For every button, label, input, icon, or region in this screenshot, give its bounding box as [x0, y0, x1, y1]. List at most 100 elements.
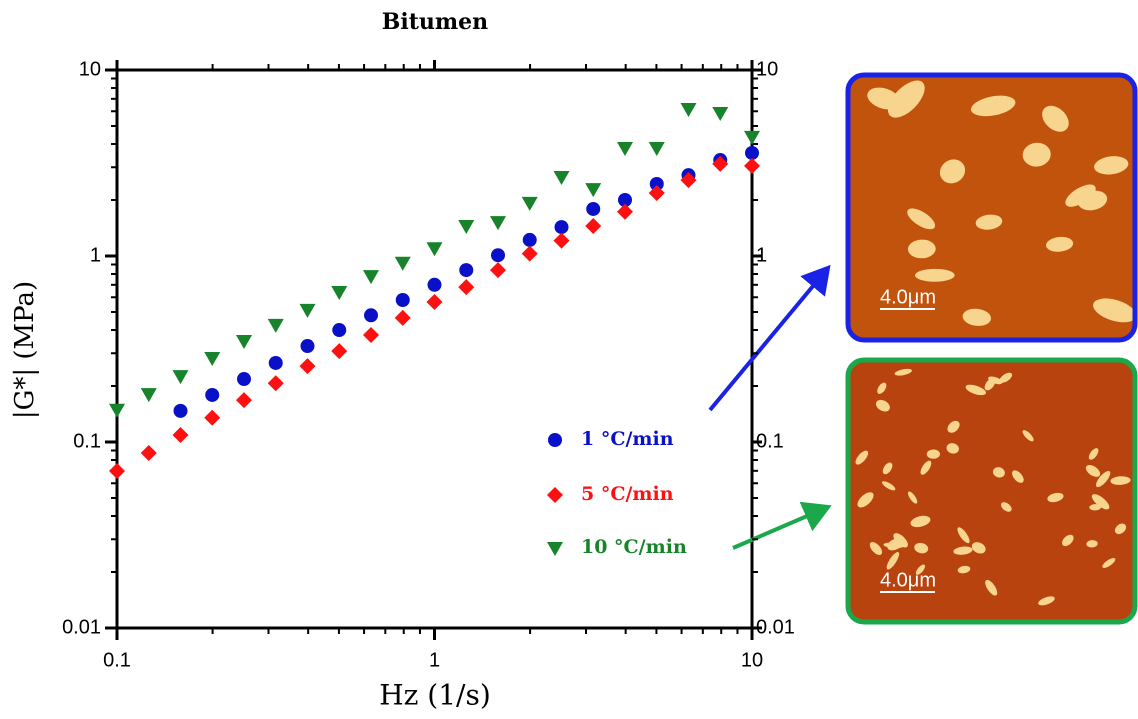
- blob: [920, 460, 932, 475]
- point: [363, 270, 380, 285]
- point: [745, 145, 759, 160]
- arrow: [732, 501, 832, 550]
- blob: [1042, 105, 1069, 132]
- y2-tick-label: 1: [756, 244, 767, 266]
- blob: [867, 87, 901, 110]
- afm-images: 4.0μm 4.0μm: [845, 72, 1138, 625]
- point: [744, 130, 760, 145]
- y-tick-label: 10: [79, 58, 101, 80]
- blob: [1046, 236, 1074, 252]
- blob: [1038, 596, 1055, 606]
- blob: [939, 159, 966, 184]
- point: [585, 217, 602, 234]
- blob: [1085, 464, 1101, 477]
- point: [680, 172, 697, 189]
- legend-label: 1 °C/min: [581, 428, 674, 450]
- blob: [881, 481, 896, 491]
- blob: [957, 565, 971, 574]
- x-tick-label: 0.1: [103, 649, 131, 671]
- blob: [887, 80, 925, 118]
- blob: [1062, 534, 1074, 547]
- blob: [1065, 184, 1096, 207]
- scale-label: 4.0μm: [880, 286, 936, 308]
- legend-label: 5 °C/min: [581, 483, 674, 505]
- point: [332, 323, 347, 338]
- blob: [882, 462, 893, 475]
- blob: [887, 538, 904, 551]
- image-bg: [850, 362, 1133, 620]
- blob: [1102, 558, 1116, 568]
- point: [299, 303, 316, 318]
- blob: [971, 542, 986, 554]
- point: [458, 279, 475, 296]
- blob: [877, 382, 887, 394]
- blob: [1093, 298, 1133, 323]
- blob: [886, 551, 900, 570]
- point: [522, 232, 537, 247]
- y-axis-label: |G*| (MPa): [10, 281, 40, 419]
- legend-marker: [547, 542, 563, 556]
- point: [459, 263, 474, 278]
- point: [649, 176, 664, 191]
- y-tick-label: 1: [90, 244, 101, 266]
- point: [648, 141, 665, 156]
- point: [712, 107, 729, 122]
- point: [364, 308, 379, 323]
- blob: [907, 239, 936, 259]
- legend-marker: [548, 433, 562, 447]
- point: [458, 219, 475, 234]
- y-tick-label: 0.01: [62, 616, 101, 638]
- afm-image: 4.0μm: [850, 362, 1133, 620]
- blob: [953, 546, 973, 555]
- blob: [1094, 156, 1129, 175]
- point: [363, 327, 380, 344]
- blob: [869, 542, 883, 555]
- point: [490, 216, 507, 231]
- image-border: [845, 72, 1138, 343]
- point: [491, 248, 506, 263]
- arrow: [708, 264, 831, 412]
- point: [616, 203, 633, 220]
- blob: [947, 420, 960, 433]
- blob: [1089, 504, 1102, 511]
- x-tick-label: 10: [741, 649, 763, 671]
- blob: [914, 542, 929, 554]
- blob: [1095, 471, 1111, 488]
- point: [236, 392, 253, 409]
- blob: [914, 268, 955, 282]
- blob: [985, 579, 998, 596]
- point: [394, 309, 411, 326]
- blob: [875, 399, 890, 412]
- point: [236, 335, 253, 350]
- point: [616, 141, 633, 156]
- point: [331, 343, 348, 360]
- point: [426, 242, 443, 257]
- point: [712, 155, 729, 172]
- legend-marker: [547, 487, 563, 503]
- point: [267, 375, 284, 392]
- afm-image: 4.0μm: [850, 77, 1133, 338]
- point: [268, 355, 283, 370]
- point: [140, 444, 157, 461]
- point: [586, 201, 601, 216]
- blob: [1047, 492, 1064, 503]
- blob: [1022, 430, 1034, 442]
- point: [172, 370, 189, 385]
- blob: [855, 450, 869, 465]
- point: [173, 403, 188, 418]
- chart-title: Bitumen: [382, 9, 488, 35]
- point: [680, 103, 697, 118]
- point: [744, 157, 760, 174]
- scale-label: 4.0μm: [880, 569, 936, 591]
- point: [267, 318, 284, 333]
- blob: [975, 214, 1003, 230]
- point: [237, 372, 252, 387]
- blob: [1001, 502, 1012, 512]
- point: [554, 220, 569, 235]
- point: [395, 293, 410, 308]
- blob: [915, 564, 926, 575]
- blob: [857, 492, 874, 508]
- blob: [1110, 476, 1131, 485]
- point: [617, 193, 632, 208]
- point: [585, 183, 602, 198]
